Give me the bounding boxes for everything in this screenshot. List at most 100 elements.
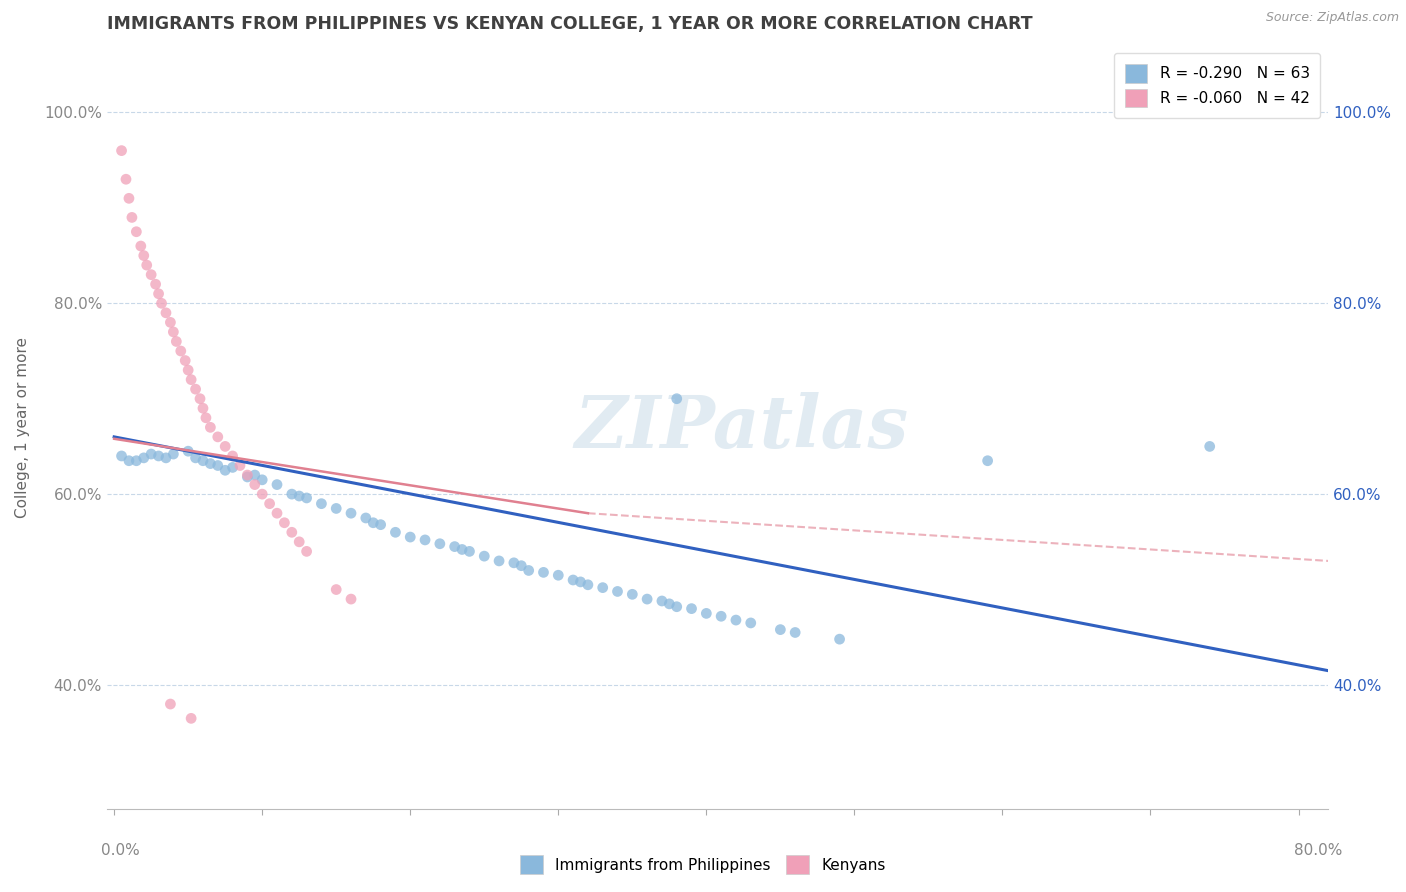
Point xyxy=(125,454,148,468)
Point xyxy=(188,392,211,406)
Point xyxy=(250,473,273,487)
Point xyxy=(191,401,214,416)
Point xyxy=(141,268,163,282)
Point xyxy=(155,306,177,320)
Point xyxy=(191,454,214,468)
Text: ZIPatlas: ZIPatlas xyxy=(575,392,908,463)
Point xyxy=(135,258,157,272)
Point xyxy=(710,609,733,624)
Y-axis label: College, 1 year or more: College, 1 year or more xyxy=(15,337,30,518)
Point xyxy=(340,592,363,607)
Point xyxy=(229,458,252,473)
Point xyxy=(325,582,347,597)
Point xyxy=(288,534,311,549)
Point xyxy=(517,564,540,578)
Point xyxy=(221,460,243,475)
Legend: Immigrants from Philippines, Kenyans: Immigrants from Philippines, Kenyans xyxy=(515,849,891,880)
Point xyxy=(170,343,193,358)
Point xyxy=(354,511,377,525)
Point xyxy=(547,568,569,582)
Point xyxy=(165,334,187,349)
Point xyxy=(184,450,207,465)
Point xyxy=(681,601,703,615)
Point xyxy=(443,540,465,554)
Point xyxy=(177,444,200,458)
Point xyxy=(125,225,148,239)
Text: 0.0%: 0.0% xyxy=(101,843,141,858)
Point xyxy=(361,516,384,530)
Point xyxy=(148,286,170,301)
Point xyxy=(510,558,533,573)
Point xyxy=(325,501,347,516)
Point xyxy=(110,449,132,463)
Point xyxy=(621,587,644,601)
Point xyxy=(785,625,807,640)
Point xyxy=(569,574,592,589)
Point xyxy=(110,144,132,158)
Point xyxy=(1198,439,1220,453)
Point xyxy=(118,191,141,205)
Point xyxy=(129,239,152,253)
Point xyxy=(221,449,243,463)
Point xyxy=(740,615,762,630)
Point xyxy=(273,516,295,530)
Point xyxy=(636,592,658,607)
Point xyxy=(399,530,422,544)
Point xyxy=(207,458,229,473)
Point xyxy=(236,470,259,484)
Point xyxy=(159,697,181,711)
Point xyxy=(472,549,495,563)
Point xyxy=(115,172,138,186)
Text: IMMIGRANTS FROM PHILIPPINES VS KENYAN COLLEGE, 1 YEAR OR MORE CORRELATION CHART: IMMIGRANTS FROM PHILIPPINES VS KENYAN CO… xyxy=(107,15,1032,33)
Point xyxy=(562,573,585,587)
Point xyxy=(141,447,163,461)
Point xyxy=(200,457,222,471)
Point xyxy=(145,277,167,292)
Point xyxy=(214,463,236,477)
Point xyxy=(658,597,681,611)
Point xyxy=(370,517,392,532)
Point xyxy=(976,454,998,468)
Point xyxy=(194,410,217,425)
Point xyxy=(340,506,363,520)
Point xyxy=(184,382,207,396)
Point xyxy=(118,454,141,468)
Point xyxy=(162,447,184,461)
Point xyxy=(180,373,202,387)
Point xyxy=(311,497,333,511)
Point xyxy=(148,449,170,463)
Point xyxy=(180,711,202,725)
Point xyxy=(266,477,288,491)
Point xyxy=(243,477,266,491)
Point xyxy=(592,581,614,595)
Point xyxy=(200,420,222,434)
Text: Source: ZipAtlas.com: Source: ZipAtlas.com xyxy=(1265,11,1399,24)
Legend: R = -0.290   N = 63, R = -0.060   N = 42: R = -0.290 N = 63, R = -0.060 N = 42 xyxy=(1114,54,1320,118)
Point xyxy=(769,623,792,637)
Point xyxy=(384,525,406,540)
Point xyxy=(502,556,524,570)
Point xyxy=(162,325,184,339)
Point xyxy=(651,594,673,608)
Point xyxy=(243,468,266,483)
Point xyxy=(533,566,555,580)
Point xyxy=(828,632,851,647)
Point xyxy=(576,578,599,592)
Point xyxy=(132,249,155,263)
Point xyxy=(266,506,288,520)
Point xyxy=(429,537,451,551)
Point xyxy=(214,439,236,453)
Point xyxy=(665,599,688,614)
Point xyxy=(724,613,747,627)
Point xyxy=(458,544,481,558)
Point xyxy=(150,296,173,310)
Point xyxy=(295,491,318,505)
Point xyxy=(606,584,628,599)
Point xyxy=(159,315,181,329)
Point xyxy=(488,554,510,568)
Point xyxy=(132,450,155,465)
Point xyxy=(121,211,143,225)
Point xyxy=(207,430,229,444)
Point xyxy=(665,392,688,406)
Point xyxy=(236,468,259,483)
